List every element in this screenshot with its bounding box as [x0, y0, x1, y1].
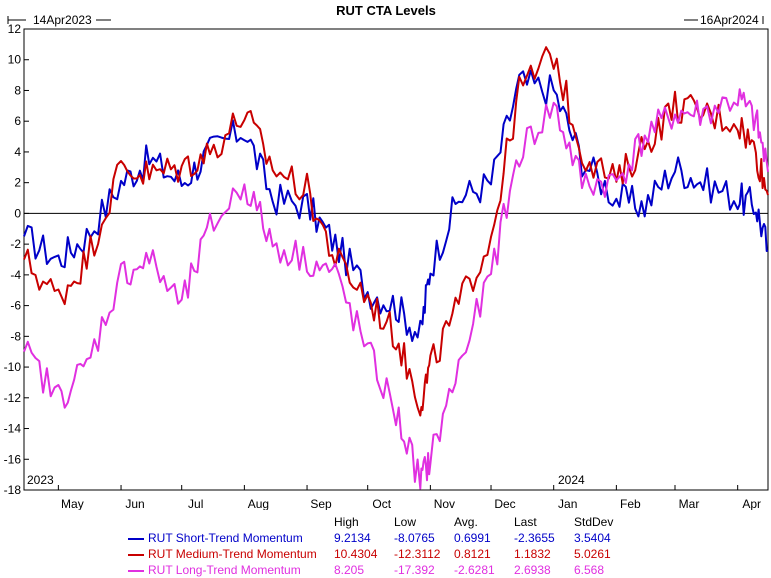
y-tick-label: -10	[4, 360, 22, 374]
y-tick-label: -2	[10, 237, 21, 251]
x-tick-label: Dec	[494, 497, 515, 510]
y-tick-label: 4	[14, 145, 21, 159]
stat-avg-short: 0.6991	[454, 531, 491, 545]
end-date-marker: 16Apr2024	[684, 13, 764, 27]
series-line-medium	[23, 46, 769, 417]
stat-stddev-short: 3.5404	[574, 531, 611, 545]
x-axis: May Jun Jul Aug Sep Oct Nov Dec Jan Feb Mar Apr	[57, 485, 761, 510]
x-tick-label: Jun	[125, 497, 144, 510]
y-tick-label: 12	[8, 22, 22, 36]
end-date-label: 16Apr2024	[700, 13, 759, 27]
stat-high-medium: 10.4304	[334, 547, 378, 561]
x-tick-label: Jul	[188, 497, 203, 510]
series-line-long	[23, 88, 769, 490]
y-tick-label: 0	[14, 206, 21, 220]
legend-swatch-long	[128, 569, 144, 572]
x-tick-label: Jan	[558, 497, 577, 510]
stat-high-long: 8.205	[334, 563, 365, 577]
x-tick-label: Nov	[434, 497, 455, 510]
stats-header-high: High	[334, 515, 359, 529]
legend-label-short: RUT Short-Trend Momentum	[148, 531, 303, 545]
x-tick-label: Sep	[310, 497, 332, 510]
x-tick-label: Apr	[742, 497, 761, 510]
legend-label-long: RUT Long-Trend Momentum	[148, 563, 301, 577]
y-tick-label: -12	[4, 391, 22, 405]
stat-low-short: -8.0765	[394, 531, 435, 545]
x-tick-label: Mar	[679, 497, 700, 510]
stat-high-short: 9.2134	[334, 531, 371, 545]
chart: RUT CTA Levels 14Apr2023 16Apr2024 12 10 8…	[4, 3, 769, 510]
stats-header-row: High Low Avg. Last StdDev	[128, 514, 634, 530]
year-label-2023: 2023	[27, 473, 54, 487]
stats-legend: High Low Avg. Last StdDev RUT Short-Tren…	[128, 514, 634, 578]
y-tick-label: 10	[8, 53, 22, 67]
stat-last-short: -2.3655	[514, 531, 555, 545]
stat-stddev-medium: 5.0261	[574, 547, 611, 561]
stats-header-stddev: StdDev	[574, 515, 614, 529]
start-date-marker: 14Apr2023	[7, 13, 111, 27]
stat-last-long: 2.6938	[514, 563, 551, 577]
stats-header-avg: Avg.	[454, 515, 478, 529]
y-tick-label: -4	[10, 268, 21, 282]
chart-title: RUT CTA Levels	[336, 3, 436, 18]
series-line-short	[23, 69, 769, 342]
x-tick-label: Feb	[620, 497, 641, 510]
y-tick-label: 8	[14, 83, 21, 97]
y-tick-label: 2	[14, 176, 21, 190]
x-tick-label: Aug	[248, 497, 269, 510]
stat-last-medium: 1.1832	[514, 547, 551, 561]
stat-avg-long: -2.6281	[454, 563, 495, 577]
legend-swatch-medium	[128, 553, 144, 556]
legend-label-medium: RUT Medium-Trend Momentum	[148, 547, 317, 561]
y-tick-label: -18	[4, 483, 22, 497]
start-date-label: 14Apr2023	[33, 13, 92, 27]
stat-low-medium: -12.3112	[394, 547, 441, 561]
stats-header-low: Low	[394, 515, 417, 529]
stat-stddev-long: 6.568	[574, 563, 605, 577]
y-tick-label: 6	[14, 114, 21, 128]
stats-row-short: RUT Short-Trend Momentum 9.2134 -8.0765 …	[128, 530, 634, 546]
y-tick-label: -8	[10, 329, 21, 343]
stat-avg-medium: 0.8121	[454, 547, 491, 561]
legend-swatch-short	[128, 537, 144, 540]
y-axis: 12 10 8 6 4 2 0 -2 -4 -6 -8 -10 -12 -14 -16 -18	[4, 22, 29, 497]
stats-header-last: Last	[514, 515, 537, 529]
x-tick-label: May	[61, 497, 84, 510]
stats-row-long: RUT Long-Trend Momentum 8.205 -17.392 -2…	[128, 562, 634, 578]
stat-low-long: -17.392	[394, 563, 435, 577]
y-tick-label: -14	[4, 422, 22, 436]
y-tick-label: -6	[10, 299, 21, 313]
x-tick-label: Oct	[372, 497, 391, 510]
y-tick-label: -16	[4, 452, 22, 466]
stats-row-medium: RUT Medium-Trend Momentum 10.4304 -12.31…	[128, 546, 634, 562]
series-lines	[23, 46, 769, 490]
year-label-2024: 2024	[558, 473, 585, 487]
